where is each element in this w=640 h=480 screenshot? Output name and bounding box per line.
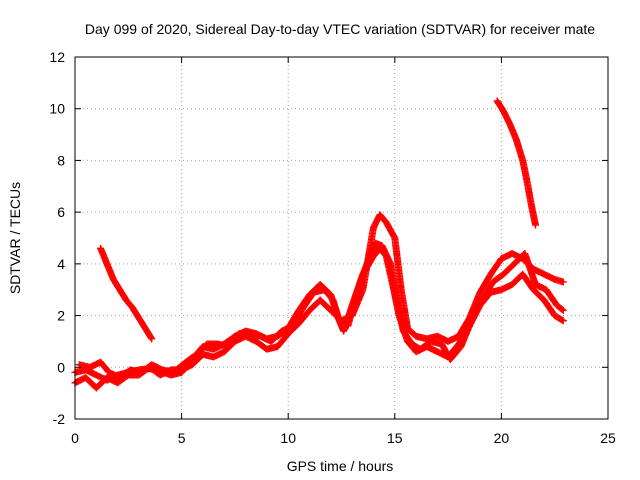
chart-title: Day 099 of 2020, Sidereal Day-to-day VTE… [85, 21, 595, 37]
data-points [71, 97, 567, 392]
data-point [532, 221, 540, 229]
x-tick-label: 0 [71, 430, 79, 446]
y-tick-label: 4 [57, 256, 65, 272]
y-tick-label: 6 [57, 204, 65, 220]
y-tick-label: -2 [53, 411, 66, 427]
x-tick-label: 10 [280, 430, 296, 446]
y-axis-label: SDTVAR / TECUs [7, 182, 23, 294]
y-tick-label: 10 [49, 101, 65, 117]
y-tick-label: 8 [57, 152, 65, 168]
y-tick-label: 2 [57, 308, 65, 324]
data-point [559, 317, 567, 325]
series-arc-c [75, 239, 567, 382]
series-arc-e [493, 97, 540, 229]
data-point [148, 335, 156, 343]
axis-ticks: 0 5 10 15 20 25 -2 0 2 4 6 8 10 12 [49, 49, 616, 446]
x-tick-label: 5 [178, 430, 186, 446]
x-tick-label: 15 [387, 430, 403, 446]
x-tick-label: 20 [494, 430, 510, 446]
data-point [147, 334, 155, 342]
data-point [558, 306, 566, 314]
x-axis-label: GPS time / hours [287, 458, 394, 474]
x-tick-label: 25 [600, 430, 616, 446]
y-tick-label: 12 [49, 49, 65, 65]
data-point [559, 278, 567, 286]
gridlines [75, 57, 608, 419]
series-arc-d [97, 244, 156, 343]
y-tick-label: 0 [57, 359, 65, 375]
data-point [559, 306, 567, 314]
data-point [558, 316, 566, 324]
plot-frame [74, 56, 609, 420]
